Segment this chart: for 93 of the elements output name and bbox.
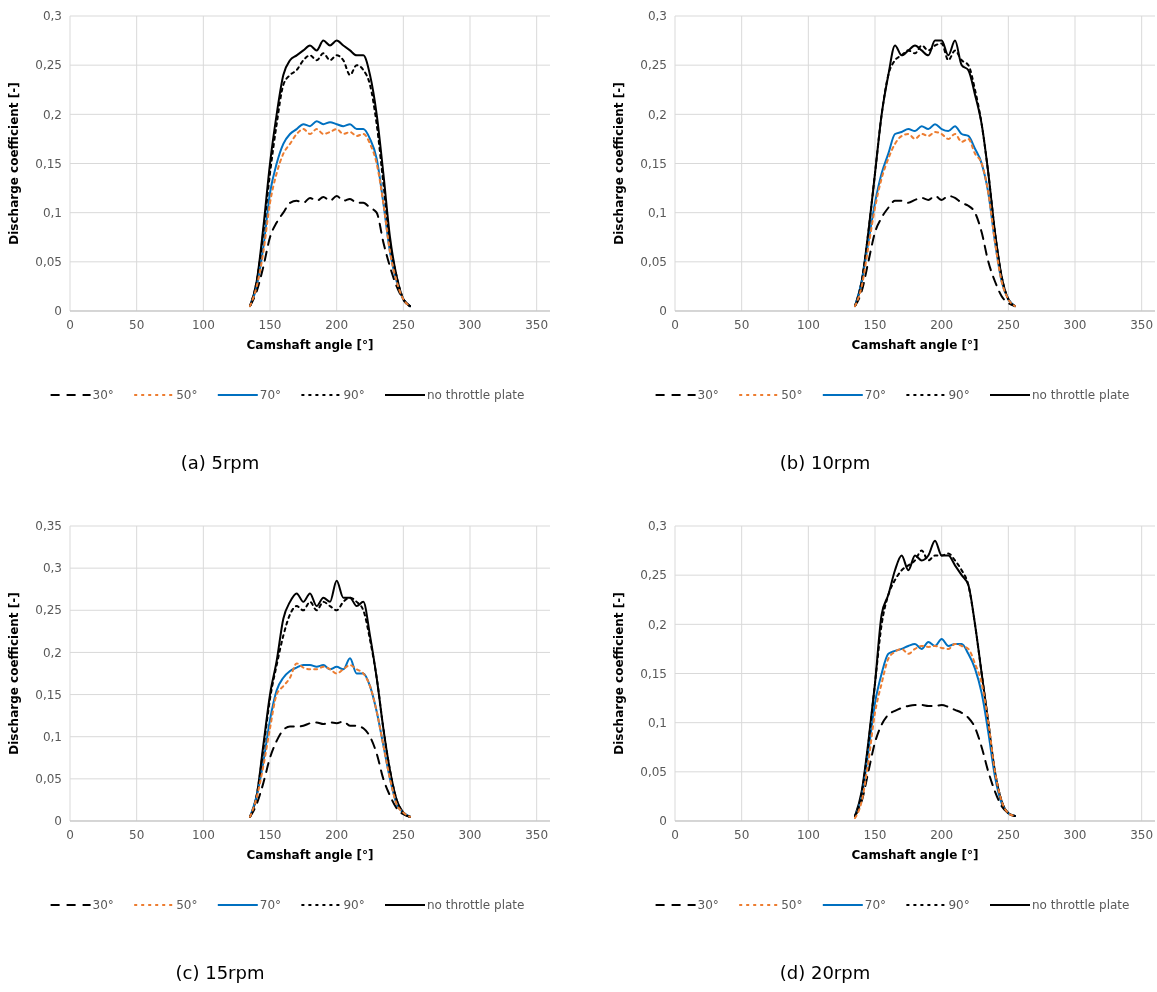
x-tick-label: 150: [863, 828, 887, 842]
legend-label: 30°: [697, 898, 719, 913]
y-tick-label: 0: [54, 814, 62, 829]
y-axis-title: Discharge coefficient [-]: [612, 82, 626, 245]
x-tick-label: 150: [863, 318, 887, 332]
legend-label: 90°: [948, 388, 970, 403]
y-tick-label: 0,15: [640, 156, 667, 171]
y-axis-title: Discharge coefficient [-]: [7, 82, 21, 245]
x-tick-label: 250: [391, 828, 415, 842]
legend-label: 90°: [948, 898, 970, 913]
x-tick-label: 250: [996, 318, 1020, 332]
y-tick-label: 0,25: [35, 58, 62, 73]
legend-label: 50°: [781, 388, 803, 403]
legend-label: 70°: [259, 898, 282, 913]
text: (d) 20rpm: [779, 962, 871, 984]
y-tick-label: 0,15: [35, 156, 62, 171]
y-tick-label: 0,1: [42, 205, 62, 220]
y-tick-label: 0,3: [42, 561, 62, 576]
y-axis-title: Discharge coefficient [-]: [612, 592, 626, 755]
text: (c) 15rpm: [175, 962, 265, 984]
y-tick-label: 0,25: [35, 603, 62, 618]
x-tick-label: 250: [391, 318, 415, 332]
x-tick-label: 350: [525, 318, 549, 332]
x-tick-label: 0: [671, 318, 679, 332]
x-axis-title: Camshaft angle [°]: [851, 848, 979, 862]
legend-label: 70°: [864, 898, 887, 913]
x-tick-label: 250: [996, 828, 1020, 842]
x-tick-label: 100: [191, 318, 215, 332]
y-tick-label: 0,05: [35, 772, 62, 787]
y-tick-label: 0,1: [647, 715, 667, 730]
x-tick-label: 200: [325, 318, 349, 332]
x-tick-label: 200: [930, 318, 954, 332]
y-tick-label: 0,3: [42, 9, 62, 24]
y-tick-label: 0,1: [647, 205, 667, 220]
x-tick-label: 300: [1063, 318, 1087, 332]
legend-label: 30°: [697, 388, 719, 403]
y-axis-title: Discharge coefficient [-]: [7, 592, 21, 755]
legend-label: no throttle plate: [1032, 388, 1130, 403]
x-tick-label: 300: [458, 318, 482, 332]
y-tick-label: 0,05: [640, 255, 667, 270]
legend-label: 50°: [176, 898, 198, 913]
x-tick-label: 50: [129, 318, 145, 332]
y-tick-label: 0,2: [42, 107, 62, 122]
y-tick-label: 0,15: [640, 666, 667, 681]
legend-label: 90°: [343, 898, 365, 913]
legend-label: no throttle plate: [427, 388, 525, 403]
legend-label: no throttle plate: [427, 898, 525, 913]
y-tick-label: 0: [659, 304, 667, 319]
x-tick-label: 50: [734, 828, 750, 842]
x-tick-label: 50: [129, 828, 145, 842]
x-tick-label: 50: [734, 318, 750, 332]
x-tick-label: 200: [930, 828, 954, 842]
y-tick-label: 0: [54, 304, 62, 319]
y-tick-label: 0,25: [640, 568, 667, 583]
x-tick-label: 200: [325, 828, 349, 842]
x-tick-label: 150: [258, 318, 282, 332]
x-tick-label: 100: [796, 318, 820, 332]
y-tick-label: 0,3: [647, 9, 667, 24]
x-tick-label: 0: [66, 318, 74, 332]
x-tick-label: 100: [191, 828, 215, 842]
y-tick-label: 0: [659, 814, 667, 829]
x-tick-label: 0: [66, 828, 74, 842]
text: (b) 10rpm: [779, 452, 871, 474]
x-tick-label: 100: [796, 828, 820, 842]
y-tick-label: 0,1: [42, 729, 62, 744]
y-tick-label: 0,2: [42, 645, 62, 660]
x-tick-label: 350: [525, 828, 549, 842]
legend-label: 30°: [92, 898, 114, 913]
x-axis-title: Camshaft angle [°]: [246, 338, 374, 352]
x-tick-label: 350: [1130, 828, 1154, 842]
x-tick-label: 350: [1130, 318, 1154, 332]
text: (a) 5rpm: [180, 452, 260, 474]
legend-label: 70°: [864, 388, 887, 403]
y-tick-label: 0,05: [640, 765, 667, 780]
x-tick-label: 150: [258, 828, 282, 842]
y-tick-label: 0,2: [647, 107, 667, 122]
legend-label: 30°: [92, 388, 114, 403]
legend-label: 50°: [176, 388, 198, 403]
legend-label: no throttle plate: [1032, 898, 1130, 913]
legend-label: 50°: [781, 898, 803, 913]
y-tick-label: 0,35: [35, 519, 62, 534]
legend-label: 90°: [343, 388, 365, 403]
x-axis-title: Camshaft angle [°]: [246, 848, 374, 862]
y-tick-label: 0,15: [35, 687, 62, 702]
y-tick-label: 0,25: [640, 58, 667, 73]
x-tick-label: 300: [1063, 828, 1087, 842]
y-tick-label: 0,3: [647, 519, 667, 534]
x-tick-label: 300: [458, 828, 482, 842]
x-axis-title: Camshaft angle [°]: [851, 338, 979, 352]
legend-label: 70°: [259, 388, 282, 403]
y-tick-label: 0,05: [35, 255, 62, 270]
x-tick-label: 0: [671, 828, 679, 842]
y-tick-label: 0,2: [647, 617, 667, 632]
